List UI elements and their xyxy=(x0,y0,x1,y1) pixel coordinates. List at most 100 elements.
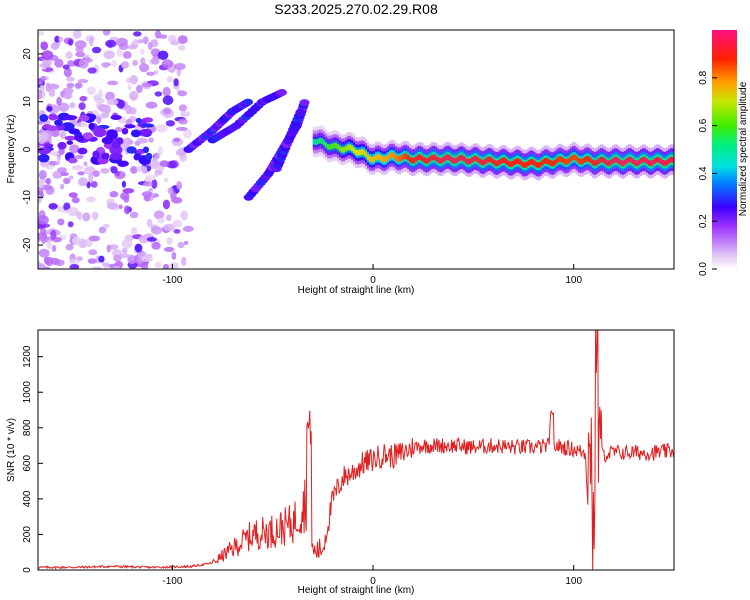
spectral-blob xyxy=(55,160,61,165)
spectral-blob xyxy=(44,143,54,149)
spectral-ridge xyxy=(318,137,322,144)
spectral-blob xyxy=(166,76,173,83)
spectral-blob xyxy=(132,39,139,45)
spectral-ridge xyxy=(583,156,586,163)
spectral-ridge xyxy=(403,153,406,160)
spectral-blob xyxy=(181,256,187,267)
spectral-blob xyxy=(162,95,174,106)
spectral-ridge xyxy=(421,155,424,162)
spectral-ridge xyxy=(535,161,538,168)
spectral-blob xyxy=(177,90,188,97)
spectral-blob xyxy=(38,153,50,163)
spectral-ridge xyxy=(629,156,633,163)
spectral-ridge xyxy=(625,158,629,164)
spectral-blob xyxy=(173,78,179,87)
spectral-blob xyxy=(105,91,115,101)
spectral-blob xyxy=(58,36,64,42)
spectral-ridge xyxy=(575,156,578,162)
y-tick-label: 10 xyxy=(22,96,33,108)
y-tick-label: 600 xyxy=(22,455,33,472)
spectral-blob xyxy=(102,30,111,36)
spectral-blob xyxy=(96,115,102,125)
spectral-blob xyxy=(145,152,153,161)
spectral-blob xyxy=(133,31,142,37)
spectral-ridge xyxy=(567,158,570,164)
spectral-blob xyxy=(157,50,169,60)
spectral-ridge xyxy=(459,154,462,161)
spectral-ridge xyxy=(322,139,326,146)
spectral-ridge xyxy=(441,157,444,164)
spectral-blob xyxy=(72,30,82,39)
spectral-blob xyxy=(98,255,105,263)
spectral-blob xyxy=(166,160,178,169)
spectral-ridge xyxy=(491,157,494,164)
y-tick-label: -10 xyxy=(22,190,33,205)
spectral-blob xyxy=(68,157,78,164)
spectral-ridge xyxy=(621,160,625,167)
spectral-streak xyxy=(295,108,306,116)
spectral-blob xyxy=(91,211,99,220)
spectral-blob xyxy=(141,83,153,88)
spectral-blob xyxy=(104,104,111,114)
spectral-blob xyxy=(38,170,47,180)
spectrogram-y-axis: -20 -10 0 10 20 xyxy=(22,48,43,252)
spectral-blob xyxy=(183,240,189,245)
spectral-blob xyxy=(62,177,71,185)
spectral-ridge xyxy=(571,154,574,161)
spectral-ridge xyxy=(671,156,674,163)
spectral-blob xyxy=(74,40,87,49)
spectral-blob xyxy=(138,235,150,244)
spectral-ridge xyxy=(413,157,416,164)
spectral-ridge xyxy=(509,161,512,168)
spectral-ridge xyxy=(497,160,500,166)
spectral-blob xyxy=(108,244,119,250)
spectral-ridge xyxy=(465,157,468,164)
spectral-blob xyxy=(151,179,158,189)
spectral-blob xyxy=(54,58,64,68)
spectral-blob xyxy=(74,134,86,142)
spectral-blob xyxy=(79,95,88,102)
spectral-ridge xyxy=(423,157,426,163)
colorbar-tick-label: 0.4 xyxy=(698,166,709,180)
spectral-blob xyxy=(118,204,123,210)
spectral-blob xyxy=(77,171,85,176)
spectrogram-x-axis: -100 0 100 xyxy=(162,264,582,286)
spectral-ridge xyxy=(665,159,669,166)
spectral-blob xyxy=(88,172,94,183)
snr-series xyxy=(38,330,674,570)
spectral-blob xyxy=(176,181,183,190)
spectral-blob xyxy=(165,214,172,222)
spectral-ridge xyxy=(545,157,548,164)
spectral-blob xyxy=(116,48,123,57)
x-tick-label: 0 xyxy=(370,275,376,286)
spectral-ridge xyxy=(653,157,657,164)
spectral-blob xyxy=(57,218,65,226)
spectral-blob xyxy=(46,106,53,112)
spectral-blob xyxy=(56,96,62,106)
spectral-blob xyxy=(153,210,165,220)
spectral-ridge xyxy=(547,158,550,165)
spectral-blob xyxy=(98,226,107,234)
spectral-ridge xyxy=(523,162,526,169)
spectral-blob xyxy=(151,241,161,250)
spectral-ridge xyxy=(401,154,404,161)
spectral-streak xyxy=(276,89,287,97)
spectral-ridge xyxy=(655,156,659,163)
spectral-blob xyxy=(69,144,80,154)
spectral-blob xyxy=(45,82,52,93)
spectral-blob xyxy=(124,205,130,215)
spectral-blob xyxy=(125,104,132,115)
spectral-ridge xyxy=(533,160,536,167)
spectral-blob xyxy=(130,129,141,138)
spectral-ridge xyxy=(324,142,328,148)
spectral-blob xyxy=(38,31,45,36)
spectral-ridge xyxy=(557,156,560,163)
spectral-blob xyxy=(75,122,88,128)
spectral-blob xyxy=(72,236,81,246)
spectral-blob xyxy=(182,128,193,138)
spectral-ridge xyxy=(495,160,498,167)
spectral-blob xyxy=(49,151,61,156)
spectral-blob xyxy=(113,265,120,269)
spectral-ridge xyxy=(667,157,671,164)
